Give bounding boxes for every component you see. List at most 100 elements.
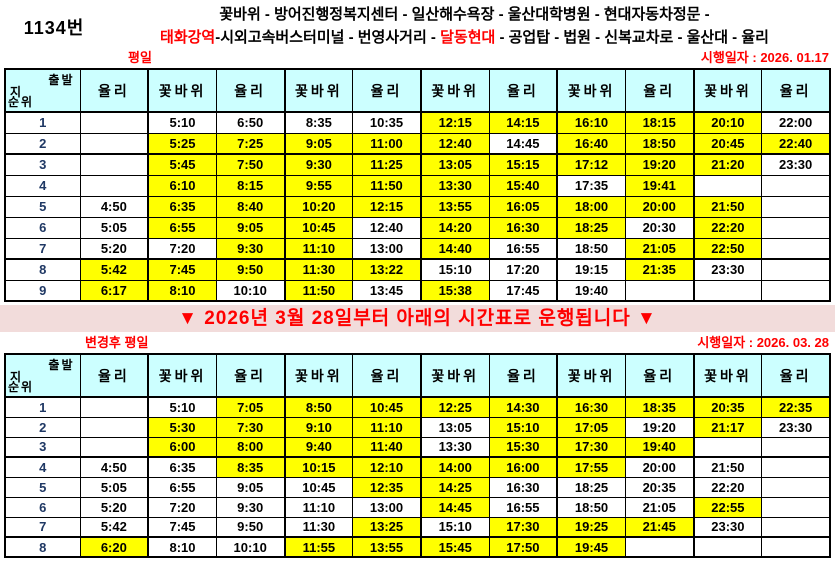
time-cell: 19:40 — [556, 279, 626, 302]
trip-number: 2 — [4, 132, 81, 155]
time-cell: 12:40 — [352, 216, 422, 239]
time-cell: 7:25 — [215, 132, 286, 155]
route-description: 꽃바위 - 방어진행정복지센터 - 일산해수욕장 - 울산대학병원 - 현대자동… — [108, 4, 835, 49]
table1-meta: 평일 시행일자 : 2026. 01.17 — [0, 49, 835, 68]
col-header-7: 율리 — [488, 68, 559, 113]
time-cell — [761, 237, 832, 260]
time-cell: 17:45 — [488, 279, 559, 302]
timetable-row: 2 5:30 7:30 9:10 11:10 13:05 15:10 17:05 19:20 21… — [4, 416, 832, 438]
time-cell — [693, 279, 763, 302]
time-cell: 13:55 — [352, 536, 422, 558]
time-cell: 9:50 — [215, 258, 286, 281]
time-cell: 10:20 — [284, 195, 354, 218]
time-cell: 22:50 — [693, 237, 763, 260]
time-cell: 19:40 — [624, 436, 695, 458]
trip-number: 6 — [4, 216, 81, 239]
time-cell: 19:20 — [624, 416, 695, 438]
corner-order-label: 순위 — [8, 95, 35, 109]
time-cell: 14:20 — [420, 216, 490, 239]
time-cell: 12:15 — [420, 111, 490, 134]
day-type-label-2: 변경후 평일 — [85, 335, 149, 350]
corner-ji-label: 지 — [10, 85, 24, 99]
time-cell: 10:45 — [284, 476, 354, 498]
time-cell: 21:20 — [693, 153, 763, 176]
time-cell: 11:50 — [284, 279, 354, 302]
time-cell: 13:55 — [420, 195, 490, 218]
time-cell: 10:45 — [284, 216, 354, 239]
time-cell — [693, 174, 763, 197]
time-cell: 15:15 — [488, 153, 559, 176]
col-header-1: 율리 — [79, 353, 150, 398]
time-cell: 9:40 — [284, 436, 354, 458]
time-cell: 9:30 — [215, 496, 286, 518]
time-cell: 13:30 — [420, 174, 490, 197]
time-cell: 9:05 — [284, 132, 354, 155]
time-cell: 11:50 — [352, 174, 422, 197]
time-cell: 16:10 — [556, 111, 626, 134]
time-cell: 20:00 — [624, 456, 695, 478]
col-header-9: 율리 — [624, 68, 695, 113]
time-cell: 21:17 — [693, 416, 763, 438]
timetable-after-change: 출발 지 순위 율리 꽃바위 율리 꽃바위 율리 꽃바위 율리 꽃바위 율리 꽃바위 율리 1 5:1… — [4, 353, 832, 558]
time-cell — [761, 516, 832, 538]
trip-number: 9 — [4, 279, 81, 302]
time-cell — [761, 536, 832, 558]
time-cell: 7:45 — [147, 516, 217, 538]
time-cell: 19:20 — [624, 153, 695, 176]
trip-number: 4 — [4, 456, 81, 478]
column-header-row: 출발 지 순위 율리 꽃바위 율리 꽃바위 율리 꽃바위 율리 꽃바위 율리 꽃바위 율리 — [4, 68, 832, 113]
time-cell: 13:30 — [420, 436, 490, 458]
col-header-5: 율리 — [352, 68, 422, 113]
time-cell: 7:45 — [147, 258, 217, 281]
time-cell: 5:42 — [79, 258, 150, 281]
time-cell: 15:10 — [420, 516, 490, 538]
time-cell: 17:12 — [556, 153, 626, 176]
time-cell: 13:00 — [352, 237, 422, 260]
time-cell: 5:25 — [147, 132, 217, 155]
time-cell — [79, 153, 150, 176]
time-cell: 23:30 — [693, 516, 763, 538]
time-cell: 9:05 — [215, 476, 286, 498]
time-cell: 6:35 — [147, 195, 217, 218]
col-header-6: 꽃바위 — [420, 68, 490, 113]
time-cell: 10:45 — [352, 396, 422, 418]
time-cell: 19:25 — [556, 516, 626, 538]
time-cell: 5:20 — [79, 237, 150, 260]
time-cell: 16:30 — [488, 476, 559, 498]
time-cell: 16:30 — [556, 396, 626, 418]
time-cell: 6:00 — [147, 436, 217, 458]
trip-number: 5 — [4, 195, 81, 218]
time-cell: 9:55 — [284, 174, 354, 197]
time-cell: 5:30 — [147, 416, 217, 438]
time-cell: 15:38 — [420, 279, 490, 302]
time-cell: 21:50 — [693, 456, 763, 478]
time-cell: 18:00 — [556, 195, 626, 218]
trip-number: 1 — [4, 396, 81, 418]
time-cell: 5:10 — [147, 396, 217, 418]
time-cell: 22:55 — [693, 496, 763, 518]
time-cell: 18:25 — [556, 216, 626, 239]
time-cell: 21:35 — [624, 258, 695, 281]
corner-ji-label: 지 — [10, 370, 24, 384]
route-line-2-end: - 공업탑 - 법원 - 신복교차로 - 울산대 - 율리 — [495, 28, 769, 46]
time-cell: 20:10 — [693, 111, 763, 134]
time-cell: 7:05 — [215, 396, 286, 418]
time-cell: 8:50 — [284, 396, 354, 418]
time-cell: 6:20 — [79, 536, 150, 558]
time-cell: 8:10 — [147, 279, 217, 302]
time-cell: 16:00 — [488, 456, 559, 478]
time-cell: 17:50 — [488, 536, 559, 558]
time-cell: 14:00 — [420, 456, 490, 478]
time-cell — [624, 536, 695, 558]
timetable-row: 3 6:00 8:00 9:40 11:40 13:30 15:30 17:30 19:40 — [4, 436, 832, 458]
col-header-3: 율리 — [215, 353, 286, 398]
col-header-8: 꽃바위 — [556, 68, 626, 113]
trip-number: 6 — [4, 496, 81, 518]
timetable-row: 6 5:20 7:20 9:30 11:10 13:00 14:45 16:55 18:50 21… — [4, 496, 832, 518]
route-line-2: 태화강역-시외고속버스터미널 - 번영사거리 - 달동현대 - 공업탑 - 법원… — [108, 27, 821, 50]
timetable-row: 3 5:45 7:50 9:30 11:25 13:05 15:15 17:12 19:20 21… — [4, 153, 832, 176]
time-cell: 7:20 — [147, 237, 217, 260]
time-cell: 19:45 — [556, 536, 626, 558]
time-cell: 11:00 — [352, 132, 422, 155]
